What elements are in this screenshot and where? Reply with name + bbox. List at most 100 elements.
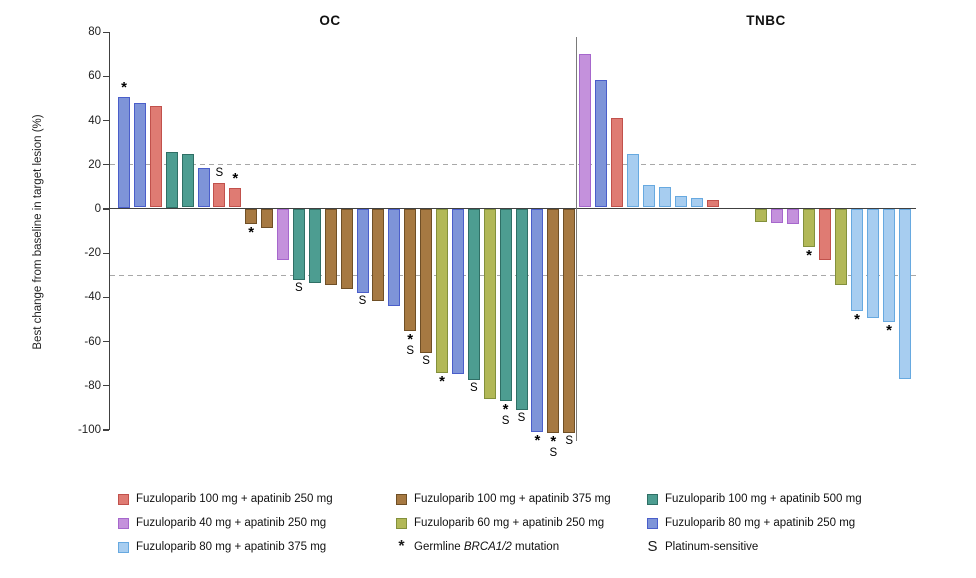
legend-label: Fuzuloparib 100 mg + apatinib 250 mg <box>136 493 333 505</box>
bar-fz80_ap250 <box>356 209 369 293</box>
annotation-star: * <box>439 372 445 390</box>
bar-fz100_ap500 <box>308 209 321 284</box>
bar-fz100_ap375 <box>340 209 353 289</box>
y-tick-label: 40 <box>88 114 101 127</box>
bar-fz80_ap375 <box>691 197 703 208</box>
y-tick <box>103 75 109 78</box>
panel-title-oc: OC <box>319 13 341 28</box>
bar-fz100_ap500 <box>467 209 480 381</box>
annotation-star: * <box>232 169 239 187</box>
legend-swatch-teal <box>647 493 658 505</box>
legend-swatch-purple <box>118 517 129 529</box>
legend-item: Fuzuloparib 100 mg + apatinib 250 mg <box>118 492 333 506</box>
y-tick-label: 20 <box>88 158 101 171</box>
bar-fz100_ap500 <box>499 209 512 402</box>
zero-baseline <box>110 207 916 209</box>
y-tick <box>103 429 109 431</box>
brca-gene: BRCA1/2 <box>463 541 512 553</box>
bar-fz80_ap375 <box>627 154 639 208</box>
bar-fz80_ap250 <box>133 102 146 208</box>
bar-fz40_ap250 <box>579 53 591 208</box>
annotation-star: * <box>534 432 541 450</box>
legend-label: Platinum-sensitive <box>665 541 759 553</box>
annotation-star: * <box>502 401 509 419</box>
bar-fz80_ap375 <box>883 209 895 322</box>
legend-swatch-red <box>118 493 129 505</box>
legend-label: Fuzuloparib 80 mg + apatinib 375 mg <box>136 541 327 553</box>
annotation-s: S <box>358 294 367 307</box>
bar-fz100_ap250 <box>611 117 623 208</box>
reference-line-20 <box>110 164 916 166</box>
y-tick <box>103 164 109 166</box>
y-tick <box>103 296 109 299</box>
legend-label: Germline BRCA1/2 mutation <box>414 541 559 553</box>
bar-fz100_ap250 <box>707 199 719 208</box>
y-tick-label: 0 <box>94 203 101 215</box>
annotation-star: * <box>806 246 812 264</box>
legend-swatch-blue <box>647 517 658 529</box>
y-tick-label: 80 <box>88 26 101 39</box>
annotation-s: S <box>295 281 303 294</box>
y-tick-label: 60 <box>88 70 101 83</box>
annotation-s: S <box>517 412 526 425</box>
annotation-star: * <box>248 224 255 242</box>
bar-fz100_ap250 <box>229 187 242 208</box>
legend-label: Fuzuloparib 40 mg + apatinib 250 mg <box>136 517 327 529</box>
bar-fz100_ap375 <box>324 209 337 286</box>
y-axis-title: Best change from baseline in target lesi… <box>32 114 44 350</box>
legend-label: Fuzuloparib 100 mg + apatinib 500 mg <box>665 493 862 505</box>
s-symbol-icon: S <box>647 538 658 555</box>
bar-fz100_ap500 <box>515 209 528 411</box>
y-tick <box>103 341 109 343</box>
bar-fz80_ap250 <box>595 80 607 208</box>
legend-item: Fuzuloparib 80 mg + apatinib 375 mg <box>118 540 333 554</box>
bar-fz80_ap250 <box>118 97 130 208</box>
legend-item: Fuzuloparib 100 mg + apatinib 375 mg <box>396 492 611 506</box>
y-tick-label: -20 <box>84 247 101 260</box>
y-tick <box>103 385 109 387</box>
legend-item: Fuzuloparib 60 mg + apatinib 250 mg <box>396 516 611 530</box>
bar-fz100_ap250 <box>149 105 162 208</box>
bar-fz100_ap250 <box>819 209 831 260</box>
legend-label: Fuzuloparib 60 mg + apatinib 250 mg <box>414 517 605 529</box>
y-tick <box>103 208 109 210</box>
bar-fz80_ap375 <box>643 185 655 208</box>
legend-item: Fuzuloparib 80 mg + apatinib 250 mg <box>647 516 862 530</box>
annotation-s: S <box>406 344 415 357</box>
annotation-s: S <box>422 354 430 367</box>
panel-separator <box>576 37 578 441</box>
legend-swatch-brown <box>396 493 407 505</box>
bar-fz80_ap375 <box>899 209 911 380</box>
bar-fz80_ap250 <box>531 209 544 433</box>
legend-column-3: Fuzuloparib 100 mg + apatinib 500 mg Fuz… <box>647 492 862 554</box>
annotation-star: * <box>407 330 414 348</box>
y-tick <box>103 252 109 254</box>
y-axis-spine <box>108 32 110 430</box>
legend-label: Fuzuloparib 80 mg + apatinib 250 mg <box>665 517 856 529</box>
bar-fz100_ap375 <box>372 209 385 301</box>
legend-item-platinum: S Platinum-sensitive <box>647 538 862 555</box>
legend-column-2: Fuzuloparib 100 mg + apatinib 375 mg Fuz… <box>396 492 611 555</box>
legend-item: Fuzuloparib 100 mg + apatinib 500 mg <box>647 492 862 506</box>
asterisk-icon: * <box>398 538 405 555</box>
bar-fz60_ap250 <box>483 209 496 400</box>
annotation-star: * <box>550 433 557 451</box>
bar-fz100_ap500 <box>292 209 305 280</box>
bar-fz60_ap250 <box>835 209 847 286</box>
bar-fz100_ap375 <box>420 209 433 353</box>
bar-fz60_ap250 <box>436 209 448 373</box>
bar-fz80_ap250 <box>197 167 210 208</box>
annotation-star: * <box>121 79 127 96</box>
bar-fz100_ap375 <box>563 209 576 434</box>
legend-column-1: Fuzuloparib 100 mg + apatinib 250 mg Fuz… <box>118 492 333 554</box>
annotation-s: S <box>469 382 478 395</box>
bar-fz80_ap375 <box>659 186 671 208</box>
bar-fz100_ap375 <box>404 209 417 331</box>
annotation-s: S <box>215 167 224 180</box>
annotation-s: S <box>565 435 574 448</box>
y-tick-label: -40 <box>84 291 101 304</box>
bar-fz40_ap250 <box>771 209 783 224</box>
annotation-s: S <box>501 415 510 428</box>
bar-fz60_ap250 <box>755 209 767 223</box>
